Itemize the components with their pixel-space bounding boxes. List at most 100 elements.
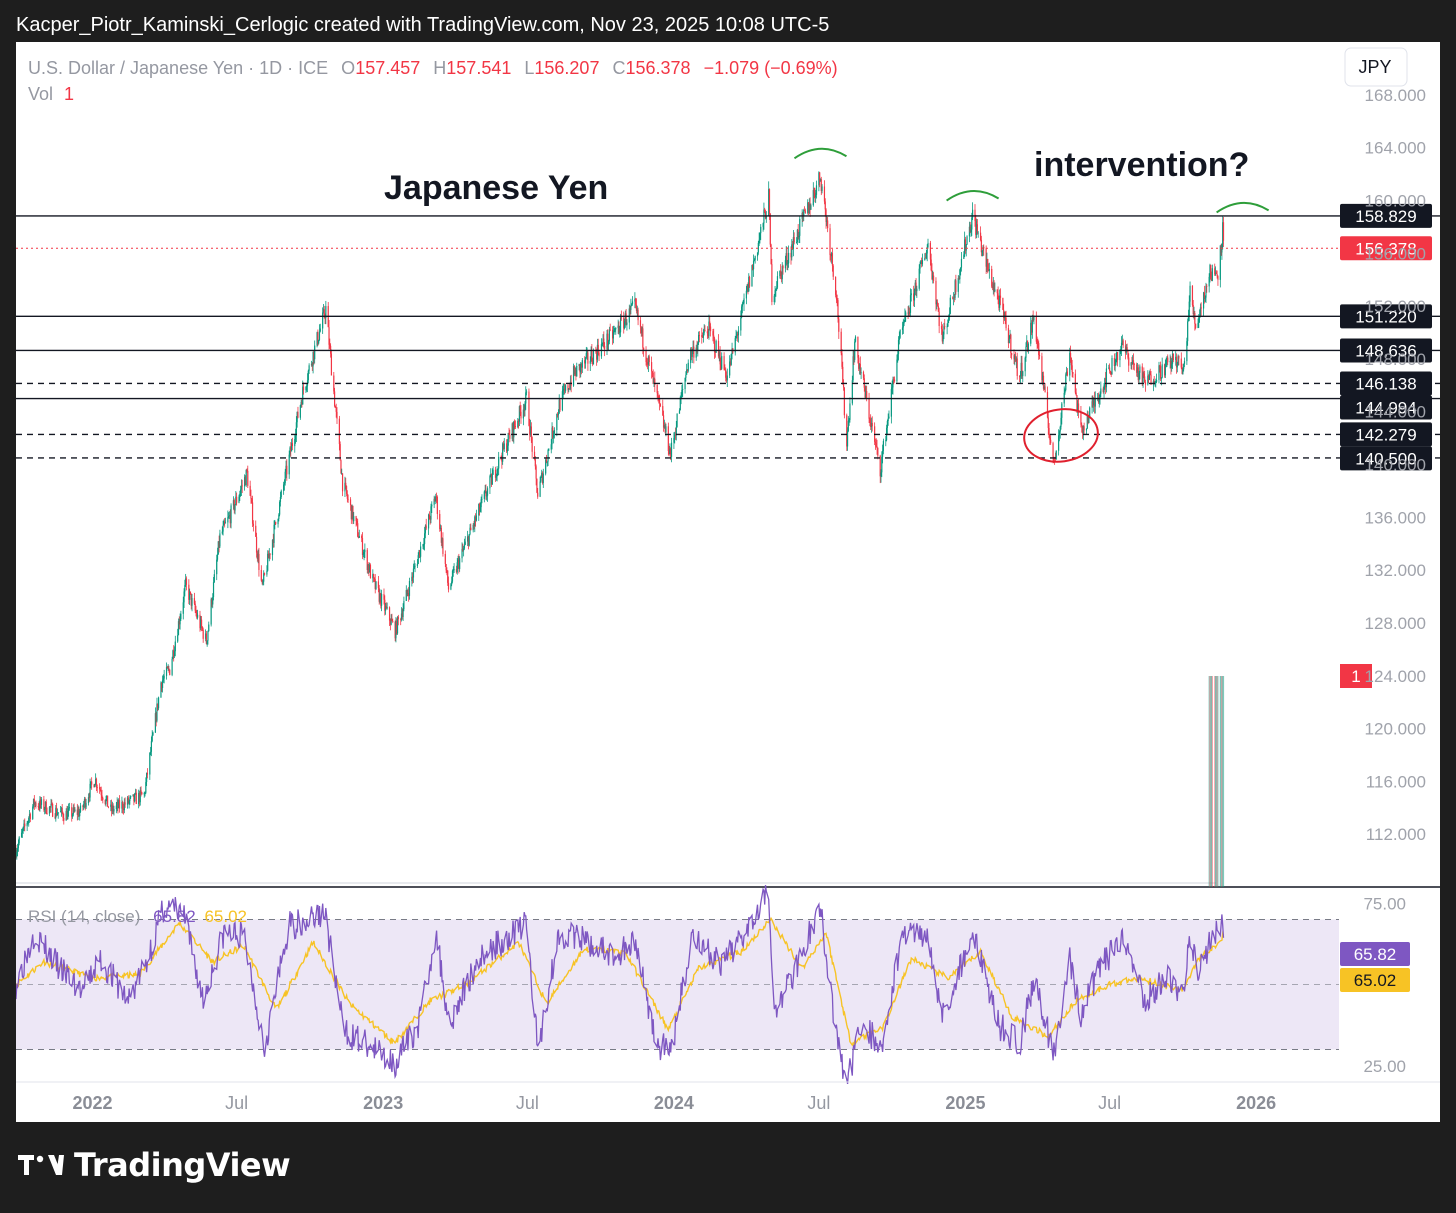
candle-body — [925, 253, 928, 259]
candle-body — [474, 516, 477, 521]
volume-bar — [1219, 676, 1221, 887]
candle-body — [436, 496, 438, 514]
candle-body — [1026, 340, 1029, 351]
candle-body — [893, 378, 895, 380]
candle-body — [663, 425, 665, 428]
candle-body — [431, 504, 433, 507]
candle-body — [330, 345, 332, 354]
volume-bar — [1210, 676, 1213, 887]
candle-body — [390, 618, 392, 625]
annotation-arc[interactable] — [1216, 201, 1270, 214]
candle-body — [792, 237, 794, 249]
candle-body — [288, 454, 290, 475]
candle-body — [207, 631, 209, 641]
currency-button[interactable]: JPY — [1344, 47, 1408, 87]
candle-body — [741, 306, 743, 318]
candle-body — [445, 563, 447, 571]
candle-body — [424, 525, 427, 534]
candle-body — [392, 621, 394, 622]
candle-body — [402, 609, 404, 617]
candle-body — [1153, 380, 1155, 385]
candle-body — [921, 260, 924, 265]
candle-body — [1214, 272, 1217, 275]
candle-body — [1169, 361, 1171, 363]
candle-body — [121, 802, 123, 809]
candle-body — [540, 476, 542, 482]
candle-body — [406, 590, 408, 594]
candle-body — [414, 565, 416, 567]
candle-body — [492, 469, 494, 475]
candle-body — [367, 564, 369, 571]
candle-body — [546, 461, 548, 463]
candle-body — [201, 627, 203, 630]
chart-panel[interactable]: 1 158.829 156.378 151.220 148.636 146.138 144… — [15, 42, 1440, 1122]
legend-line: U.S. Dollar / Japanese Yen · 1D · ICE O1… — [28, 58, 838, 78]
candle-body — [629, 308, 631, 310]
candle-body — [642, 328, 644, 348]
candle-body — [1163, 364, 1166, 376]
candle-body — [1110, 373, 1112, 375]
candle-body — [960, 258, 963, 268]
candle-body — [113, 809, 115, 812]
candle-body — [268, 553, 270, 559]
candle-body — [842, 366, 844, 385]
candle-body — [451, 581, 453, 585]
candle-body — [507, 432, 509, 446]
candle-body — [542, 473, 544, 483]
candle-body — [111, 805, 113, 811]
annotation-circle[interactable] — [1021, 405, 1102, 467]
candle-body — [350, 504, 352, 520]
candle-body — [704, 330, 706, 332]
candle-body — [830, 255, 832, 257]
candle-body — [95, 778, 98, 788]
annotation-arc[interactable] — [793, 147, 847, 160]
candle-body — [46, 813, 48, 814]
candle-body — [180, 613, 182, 620]
candle-body — [428, 514, 430, 520]
annotation-arc[interactable] — [946, 190, 1000, 202]
candle-body — [446, 570, 448, 572]
candle-body — [970, 229, 972, 233]
candle-body — [746, 284, 748, 291]
candle-body — [334, 406, 336, 408]
candle-body — [380, 594, 383, 606]
chart-canvas[interactable]: 1 158.829 156.378 151.220 148.636 146.138 144… — [15, 42, 1440, 1122]
candle-body — [57, 812, 59, 814]
candle-body — [651, 362, 653, 372]
candle-body — [585, 353, 587, 358]
candle-body — [506, 443, 508, 452]
currency-button-frame[interactable] — [1344, 47, 1408, 87]
candle-body — [204, 633, 207, 639]
candle-body — [379, 593, 381, 602]
candle-body — [1164, 364, 1166, 376]
candle-body — [429, 519, 431, 521]
chart-attribution: Kacper_Piotr_Kaminski_Cerlogic created w… — [16, 14, 830, 36]
candle-body — [635, 298, 637, 305]
legend-open-label: O — [341, 58, 355, 78]
candle-body — [267, 553, 270, 559]
candle-body — [135, 792, 137, 805]
candle-body — [768, 189, 770, 217]
candle-body — [423, 543, 425, 545]
candle-body — [18, 837, 20, 844]
candle-body — [1214, 268, 1216, 275]
candle-body — [937, 306, 939, 312]
candle-body — [491, 474, 493, 485]
candle-body — [255, 536, 258, 553]
candle-body — [83, 804, 85, 807]
candle-body — [1005, 317, 1007, 329]
chart-title: Japanese Yen — [384, 169, 608, 207]
price-label-value: 158.829 — [1355, 207, 1416, 226]
tradingview-logo[interactable]: TradingView — [18, 1146, 291, 1184]
candle-body — [457, 559, 459, 563]
candle-body — [662, 406, 664, 416]
candle-body — [698, 334, 700, 343]
candle-body — [1187, 316, 1190, 322]
price-axis-tick: 116.000 — [1366, 772, 1426, 791]
candle-body — [557, 413, 560, 416]
candle-body — [1222, 222, 1225, 241]
candle-body — [981, 250, 983, 253]
candle-body — [890, 388, 892, 417]
candle-body — [972, 209, 974, 218]
candle-body — [1104, 378, 1106, 386]
